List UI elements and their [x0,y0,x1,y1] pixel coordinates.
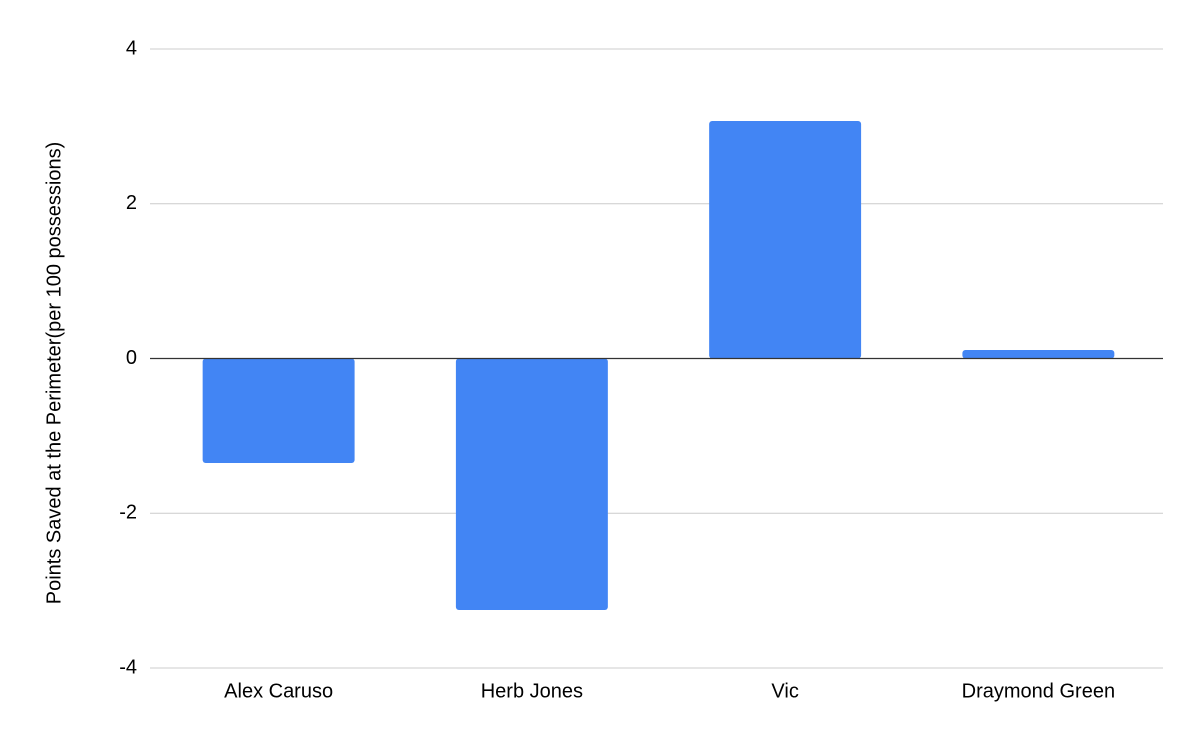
bar-herb-jones [455,358,608,610]
x-axis-tick-labels: Alex Caruso Herb Jones Vic Draymond Green [224,680,1115,702]
x-tick-label: Draymond Green [962,680,1115,702]
x-tick-label: Alex Caruso [224,680,333,702]
y-tick-label: 2 [126,192,137,214]
x-tick-label: Vic [771,680,798,702]
y-tick-label: 0 [126,347,137,369]
y-tick-label: -4 [119,656,137,678]
bar-alex-caruso [202,358,355,463]
bars [202,120,1115,610]
y-tick-label: -2 [119,502,137,524]
bar-vic [709,120,862,359]
bar-draymond-green [962,349,1115,359]
y-axis-title: Points Saved at the Perimeter(per 100 po… [43,142,65,604]
gridlines [150,48,1163,669]
y-tick-label: 4 [126,37,137,59]
x-tick-label: Herb Jones [481,680,583,702]
y-axis-tick-labels: -4 -2 0 2 4 [119,37,137,678]
